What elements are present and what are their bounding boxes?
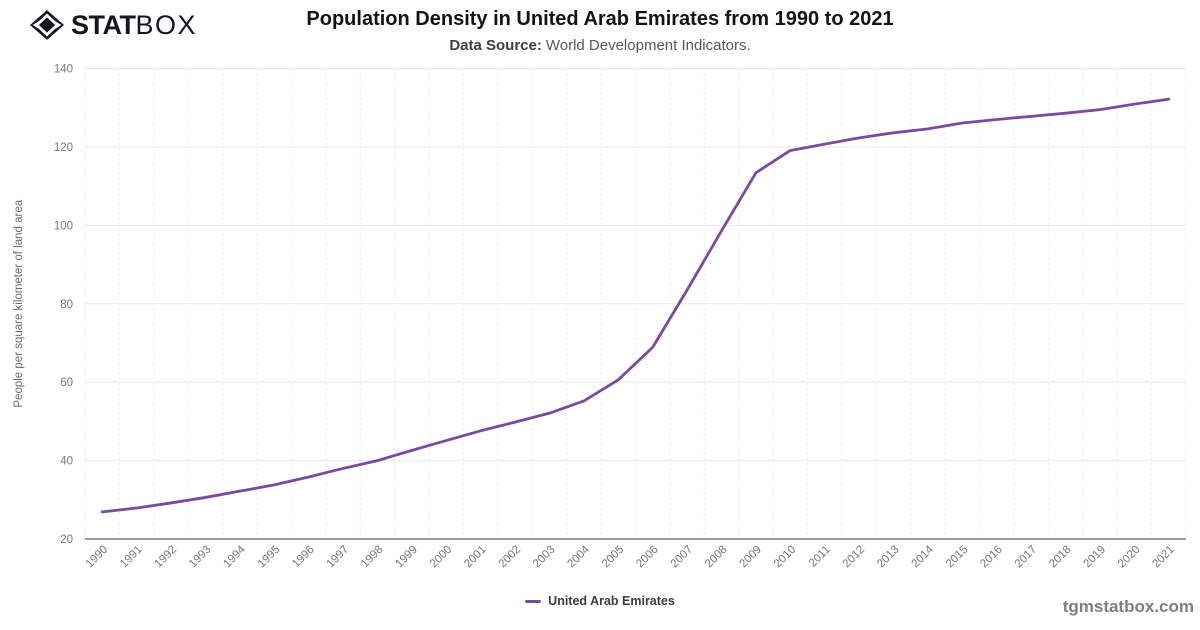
chart-subtitle: Data Source: World Development Indicators… (0, 37, 1200, 54)
y-tick-label: 100 (54, 220, 73, 232)
x-tick-label: 2018 (1047, 544, 1074, 571)
series-line (100, 97, 1171, 514)
x-tick-label: 2012 (841, 544, 868, 571)
x-tick-label: 1990 (84, 544, 111, 571)
x-tick-label: 2017 (1013, 544, 1040, 571)
x-tick-label: 2002 (497, 544, 524, 571)
x-tick-label: 2014 (909, 543, 936, 570)
y-tick-label: 20 (60, 534, 73, 546)
x-tick-label: 2008 (703, 544, 730, 571)
x-tick-label: 1996 (290, 544, 317, 571)
series-legend-label[interactable]: United Arab Emirates (548, 594, 675, 608)
x-tick-label: 2021 (1150, 544, 1177, 571)
x-tick-label: 1997 (325, 544, 352, 571)
series-legend-marker (525, 599, 542, 603)
x-tick-label: 2007 (669, 544, 696, 571)
x-tick-label: 2013 (875, 544, 902, 571)
logo-text-light: BOX (135, 10, 198, 40)
statbox-logo: STATBOX (30, 10, 197, 40)
x-tick-label: 2016 (978, 544, 1005, 571)
data-source-value: World Development Indicators. (545, 37, 751, 54)
data-source-label: Data Source: (449, 37, 542, 54)
y-axis-title: People per square kilometer of land area (13, 199, 25, 407)
x-tick-label: 2004 (565, 543, 592, 570)
y-tick-label: 40 (60, 456, 73, 468)
x-tick-label: 2006 (634, 544, 661, 571)
x-tick-label: 2005 (600, 544, 627, 571)
x-tick-label: 2010 (772, 544, 799, 571)
x-tick-label: 2019 (1082, 544, 1109, 571)
x-tick-label: 1994 (221, 543, 248, 570)
y-tick-label: 80 (60, 299, 73, 311)
x-tick-label: 2000 (428, 544, 455, 571)
x-tick-label: 2001 (462, 544, 489, 571)
x-tick-label: 2015 (944, 544, 971, 571)
x-tick-label: 2003 (531, 544, 558, 571)
x-tick-label: 2011 (807, 544, 833, 570)
statbox-diamond-icon (30, 10, 64, 40)
statbox-logo-text: STATBOX (71, 10, 197, 40)
x-tick-label: 1991 (118, 544, 145, 571)
logo-text-bold: STAT (71, 10, 136, 40)
x-tick-label: 2020 (1116, 544, 1143, 571)
site-watermark: tgmstatbox.com (1062, 597, 1194, 616)
x-tick-label: 2009 (737, 544, 764, 571)
chart-legend: United Arab Emirates (0, 594, 1200, 608)
chart-title: Population Density in United Arab Emirat… (306, 8, 894, 30)
y-tick-label: 120 (54, 142, 73, 154)
x-tick-label: 1999 (393, 544, 420, 571)
x-tick-label: 1992 (153, 544, 180, 571)
x-tick-label: 1998 (359, 544, 386, 571)
y-tick-label: 140 (54, 64, 73, 76)
x-tick-label: 1993 (187, 544, 214, 571)
y-tick-label: 60 (60, 377, 73, 389)
x-tick-label: 1995 (256, 544, 283, 571)
